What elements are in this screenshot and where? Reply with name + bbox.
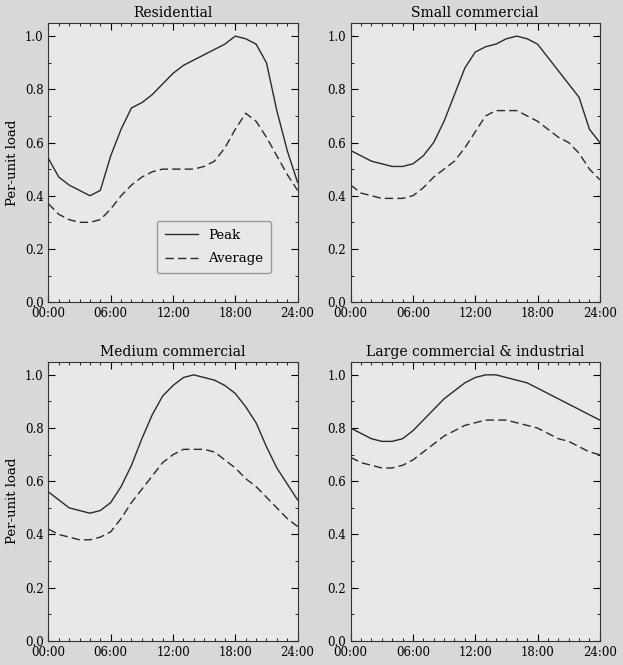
Title: Medium commercial: Medium commercial [100, 345, 245, 359]
Y-axis label: Per-unit load: Per-unit load [6, 119, 19, 205]
Legend: Peak, Average: Peak, Average [156, 221, 271, 273]
Y-axis label: Per-unit load: Per-unit load [6, 458, 19, 545]
Title: Residential: Residential [133, 6, 212, 20]
Title: Small commercial: Small commercial [411, 6, 539, 20]
Title: Large commercial & industrial: Large commercial & industrial [366, 345, 584, 359]
